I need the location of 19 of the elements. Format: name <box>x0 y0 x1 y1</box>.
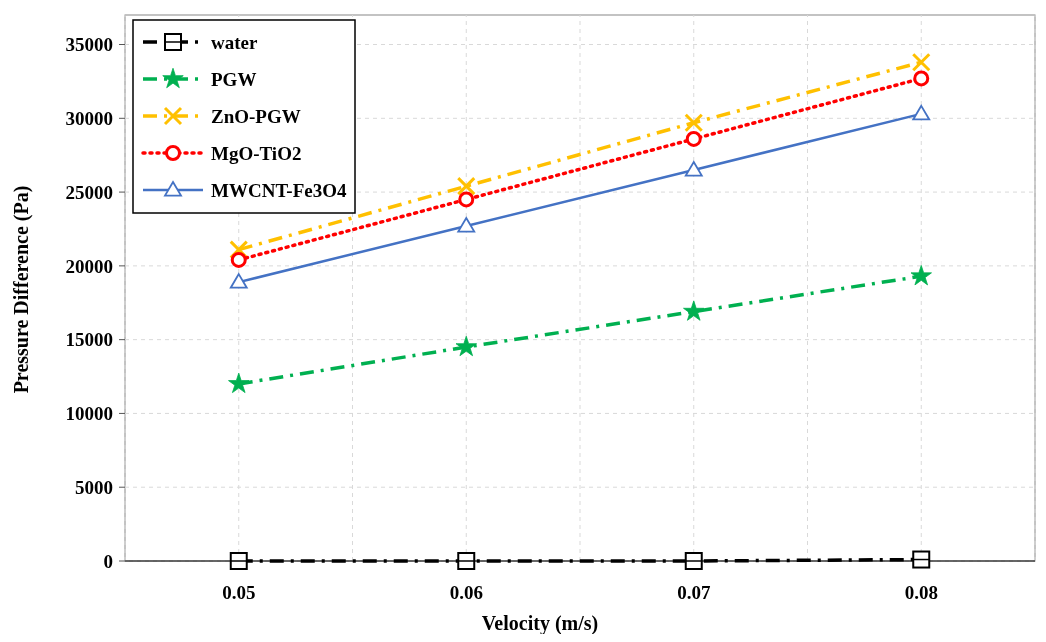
legend-label: water <box>211 31 258 53</box>
y-axis-title: Pressure Difference (Pa) <box>10 185 33 394</box>
y-tick-label: 25000 <box>65 181 113 203</box>
x-tick-label: 0.05 <box>222 582 256 603</box>
legend-label: MgO-TiO2 <box>211 142 302 164</box>
y-tick-label: 20000 <box>65 255 113 277</box>
y-tick-label: 35000 <box>65 34 113 56</box>
x-tick-label: 0.06 <box>449 582 483 603</box>
y-tick-label: 10000 <box>65 403 113 425</box>
x-tick-label: 0.07 <box>677 582 711 603</box>
y-tick-label: 5000 <box>75 476 113 498</box>
y-tick-label: 30000 <box>65 107 113 129</box>
y-tick-label: 15000 <box>65 329 113 351</box>
legend-label: PGW <box>211 68 257 90</box>
legend-label: ZnO-PGW <box>211 105 301 127</box>
x-axis-title: Velocity (m/s) <box>481 612 599 635</box>
legend-label: MWCNT-Fe3O4 <box>211 179 347 201</box>
y-tick-label: 0 <box>103 550 113 572</box>
x-tick-label: 0.08 <box>904 582 938 603</box>
